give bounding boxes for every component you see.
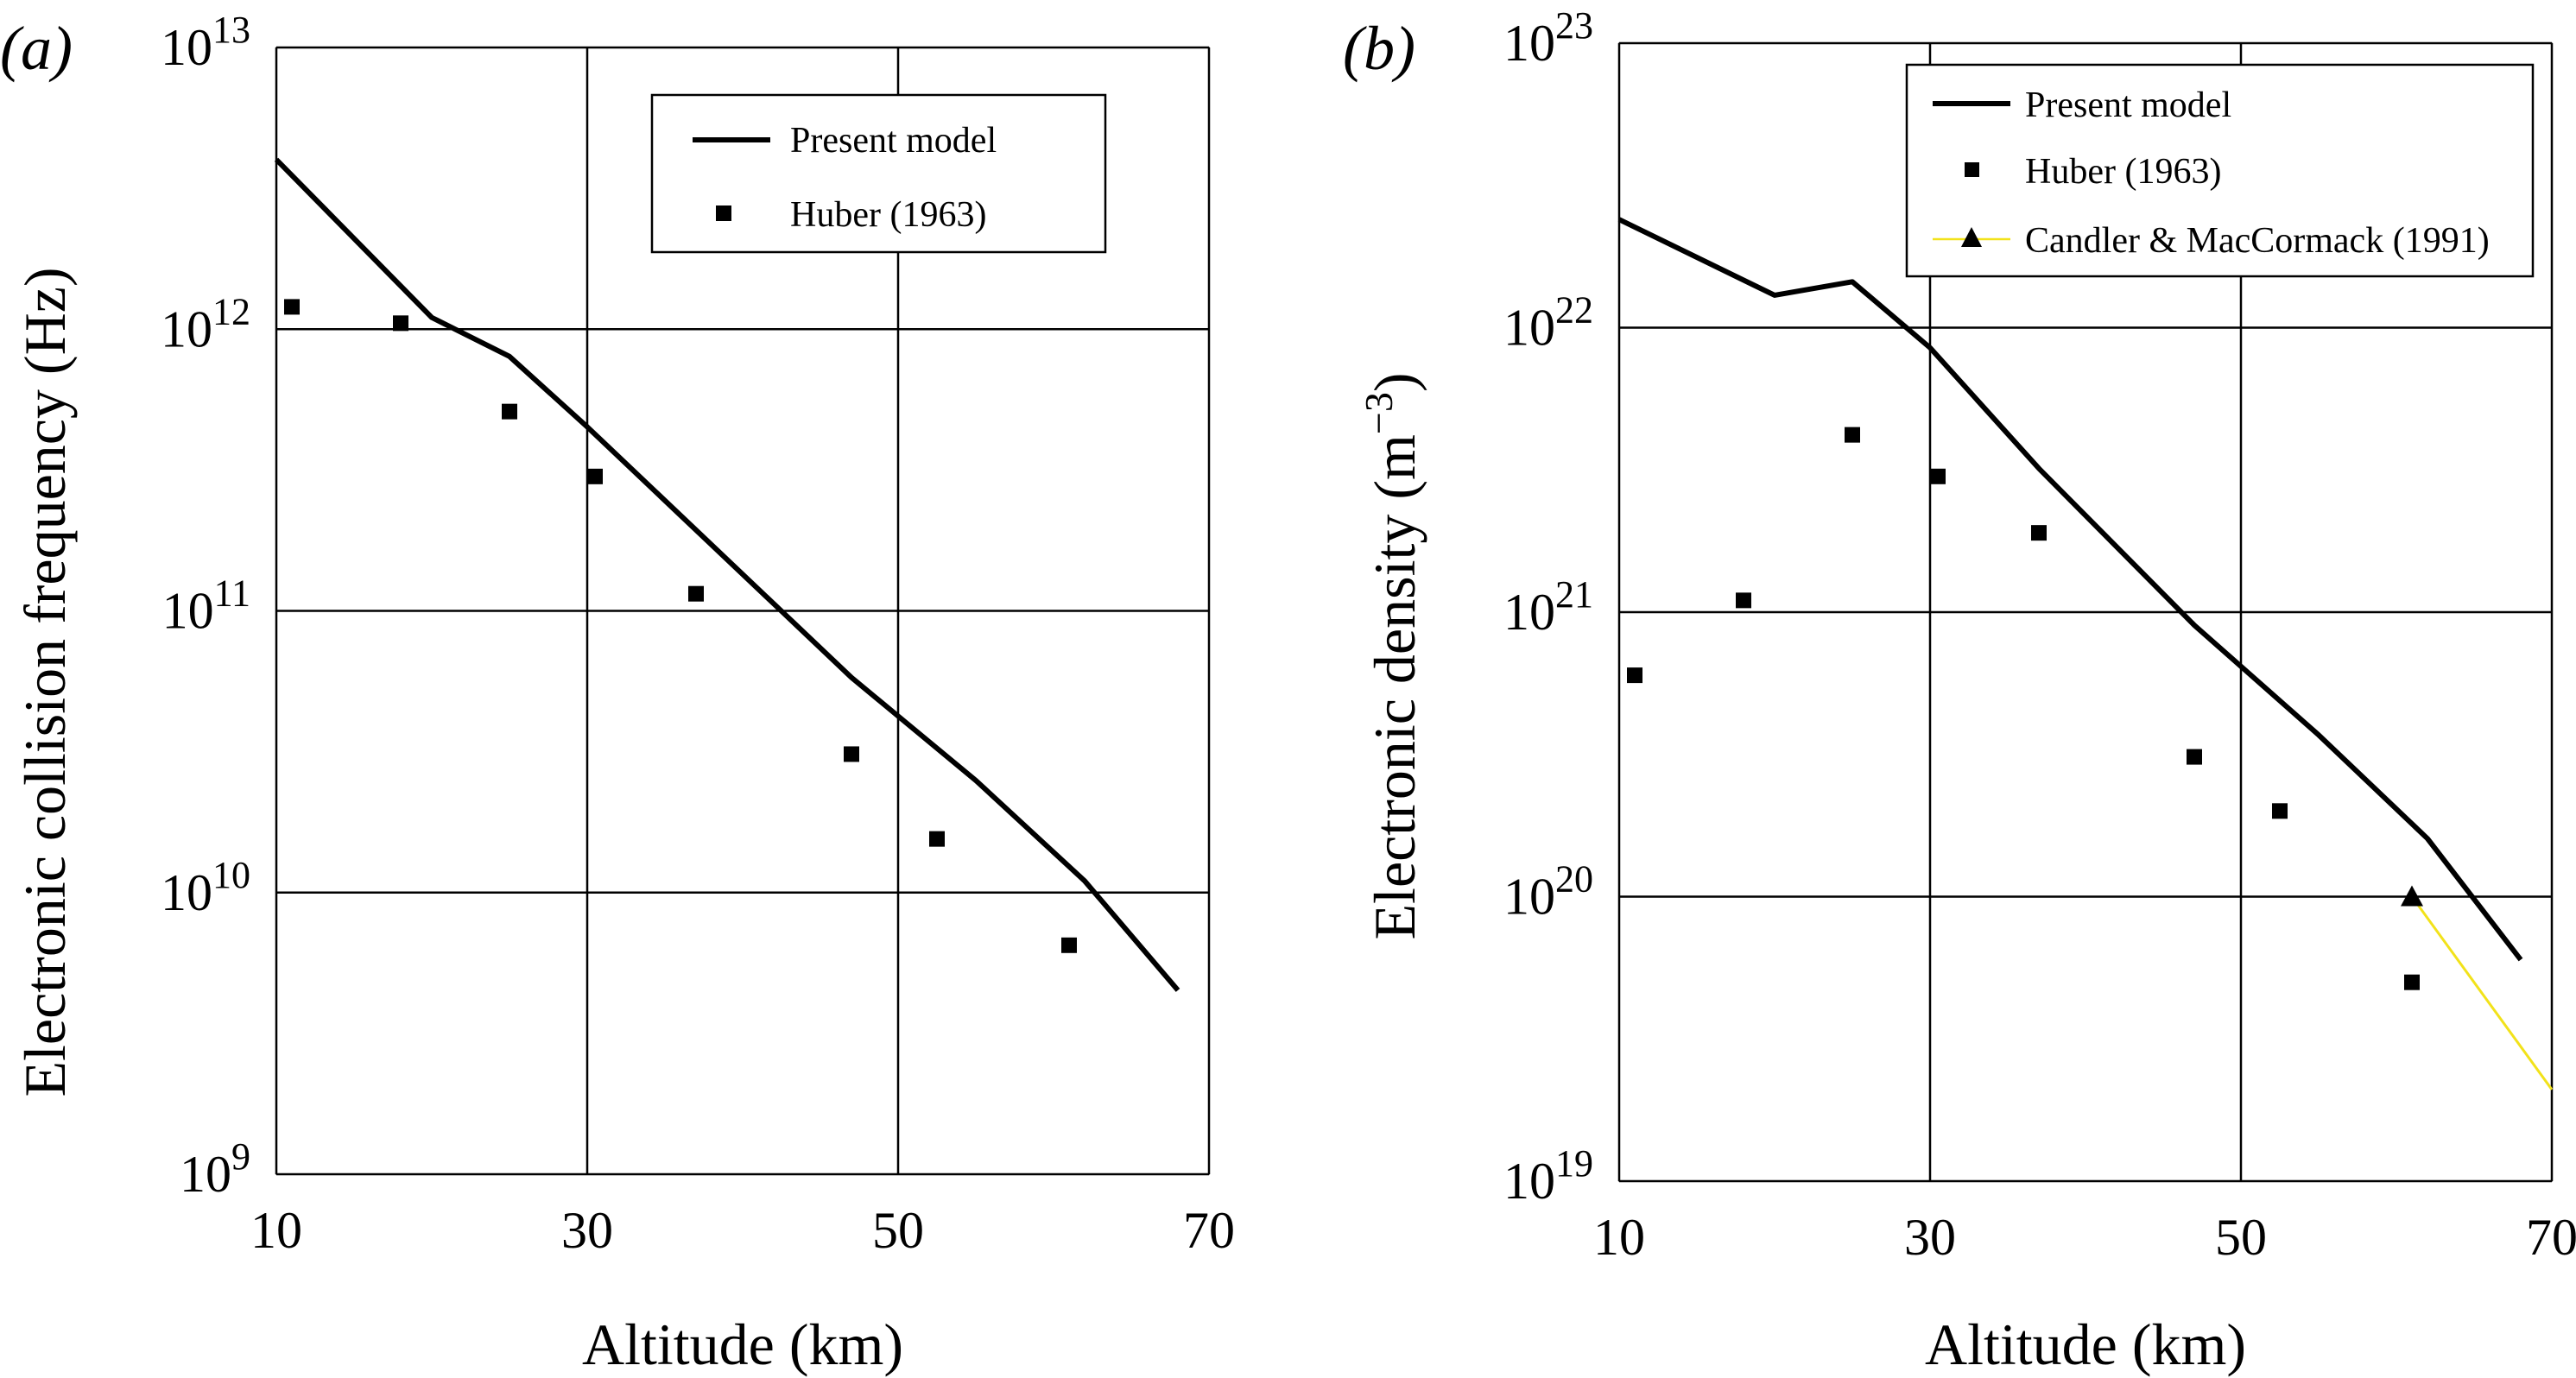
panel-a-x-ticks: 10 30 50 70	[250, 1202, 1235, 1259]
panel-a-grid	[275, 46, 1211, 1176]
b-candler-point-0	[2401, 885, 2423, 907]
a-y-tick-13: 1013	[161, 9, 250, 76]
panel-b-legend: Present model Huber (1963) Candler & Mac…	[1905, 63, 2535, 278]
b-y-tick-23: 1023	[1503, 4, 1593, 72]
panel-a-legend-huber: Huber (1963)	[790, 195, 986, 235]
a-y-tick-9: 109	[180, 1135, 250, 1203]
b-huber-point-0	[1627, 667, 1642, 684]
panel-a-y-ticks: 109 1010 1011 1012 1013	[161, 9, 250, 1203]
a-y-tick-11: 1011	[162, 572, 250, 640]
panel-a-legend-present-model: Present model	[790, 121, 997, 161]
b-huber-point-2	[1845, 427, 1860, 443]
panel-b-y-axis-label-main: Electronic density (m	[1362, 434, 1427, 939]
b-y-tick-19: 1019	[1503, 1142, 1593, 1210]
b-huber-point-7	[2404, 974, 2420, 990]
b-y-tick-22: 1022	[1503, 289, 1593, 357]
a-y-tick-12: 1012	[161, 290, 250, 357]
panel-b-legend-square-swatch	[1965, 162, 1979, 177]
b-candler-line	[2410, 895, 2554, 1090]
b-huber-point-4	[2031, 525, 2047, 541]
a-x-tick-50: 50	[872, 1202, 924, 1259]
a-huber-point-7	[1061, 937, 1077, 953]
b-x-tick-30: 30	[1904, 1209, 1956, 1266]
b-huber-point-6	[2272, 803, 2288, 819]
panel-b-legend-box	[1905, 63, 2535, 278]
panel-a-legend-square-swatch	[716, 205, 731, 221]
panel-b-legend-present-model: Present model	[2025, 85, 2231, 125]
panel-b-y-axis-label-end: )	[1362, 373, 1427, 393]
b-huber-point-3	[1930, 468, 1946, 484]
a-y-tick-10: 1010	[161, 854, 250, 921]
panel-a-legend-box	[650, 93, 1107, 254]
panel-a-x-axis-label: Altitude (km)	[582, 1312, 903, 1377]
a-huber-point-2	[502, 403, 517, 420]
panel-b-label: (b)	[1343, 14, 1415, 83]
panel-b-legend-triangle-swatch	[1961, 227, 1982, 247]
panel-a-legend: Present model Huber (1963)	[650, 93, 1107, 254]
panel-b-y-axis-label: Electronic density (m−3)	[1357, 373, 1427, 940]
a-huber-point-3	[587, 468, 603, 484]
b-x-tick-50: 50	[2215, 1209, 2267, 1266]
a-huber-point-5	[844, 746, 859, 762]
panel-b-series	[1617, 217, 2554, 1090]
b-y-tick-21: 1021	[1503, 573, 1593, 641]
panel-a: (a) 10 30 50 70 109 1010 1011 1012 1013 Present…	[0, 9, 1235, 1377]
panel-b-y-ticks: 1019 1020 1021 1022 1023	[1503, 4, 1593, 1210]
b-x-tick-10: 10	[1593, 1209, 1645, 1266]
a-huber-point-6	[929, 831, 945, 847]
panel-a-y-axis-label: Electronic collision frequency (Hz)	[12, 267, 78, 1097]
b-y-tick-20: 1020	[1503, 858, 1593, 926]
b-x-tick-70: 70	[2526, 1209, 2576, 1266]
panel-b-y-axis-label-exponent: −3	[1357, 392, 1401, 434]
a-huber-point-1	[393, 315, 408, 332]
panel-b-x-ticks: 10 30 50 70	[1593, 1209, 2576, 1266]
panel-b: (b) 10 30 50 70 1019 1020 1021 1022 1023 Presen…	[1343, 4, 2576, 1377]
b-huber-point-1	[1736, 592, 1751, 609]
b-huber-point-5	[2187, 749, 2202, 765]
panel-b-legend-huber: Huber (1963)	[2025, 152, 2221, 192]
a-x-tick-70: 70	[1183, 1202, 1235, 1259]
a-huber-point-4	[688, 585, 704, 602]
panel-a-series	[274, 157, 1180, 992]
a-x-tick-30: 30	[561, 1202, 613, 1259]
a-present-model-line	[274, 157, 1180, 992]
panel-b-legend-candler: Candler & MacCormack (1991)	[2025, 221, 2490, 261]
a-x-tick-10: 10	[250, 1202, 302, 1259]
b-present-model-line	[1617, 217, 2523, 962]
a-huber-point-0	[284, 299, 300, 315]
panel-a-label: (a)	[0, 14, 73, 83]
panel-b-x-axis-label: Altitude (km)	[1925, 1312, 2246, 1377]
